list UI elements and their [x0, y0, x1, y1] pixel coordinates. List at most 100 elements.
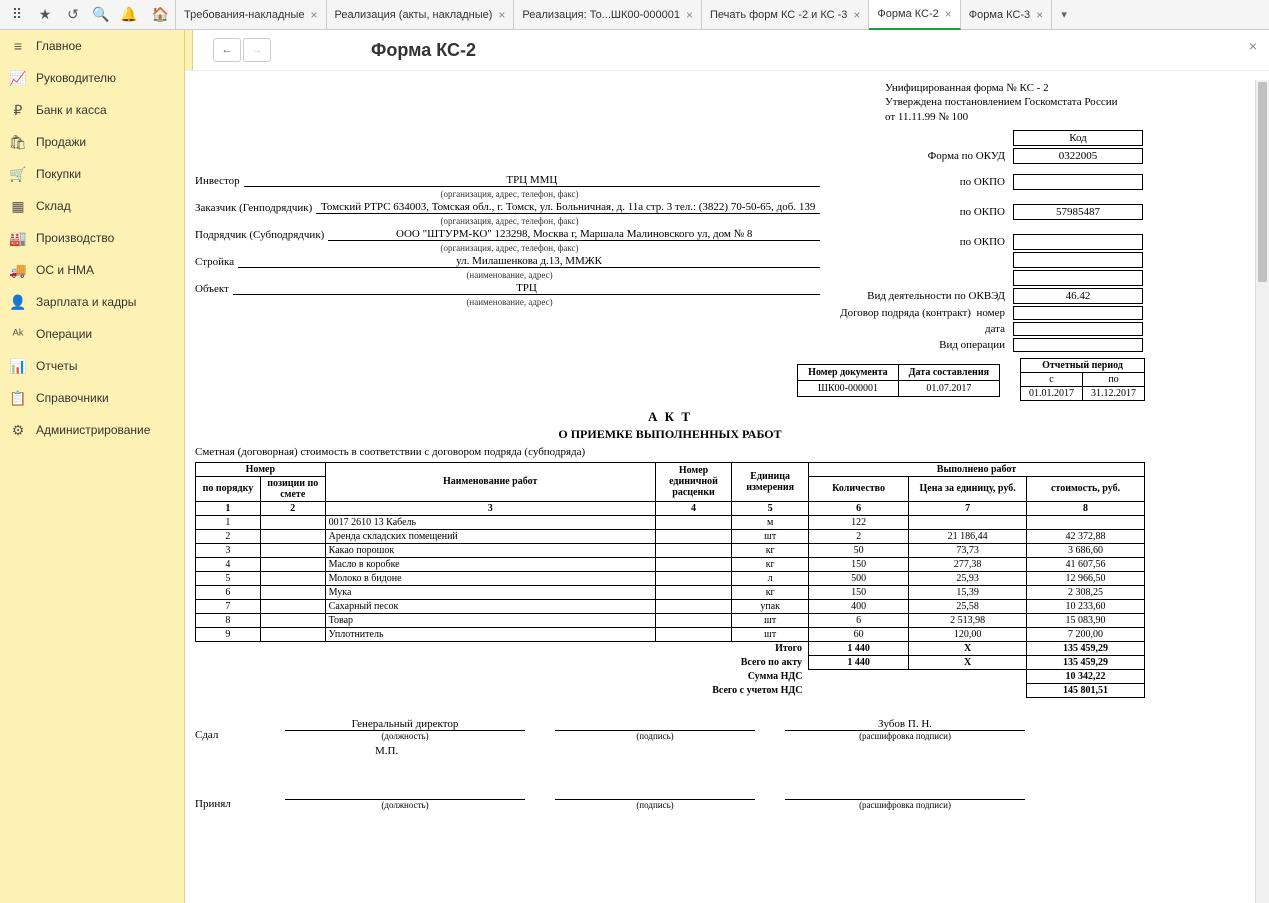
- docnum-value: ШК00-000001: [798, 380, 899, 396]
- close-icon[interactable]: ×: [853, 8, 860, 22]
- docnum-h1: Номер документа: [798, 364, 899, 380]
- search-icon[interactable]: 🔍: [88, 2, 114, 28]
- name-hint-2: (расшифровка подписи): [785, 800, 1025, 810]
- nav-forward-button[interactable]: →: [243, 38, 271, 62]
- sidebar-item-label: Производство: [36, 231, 114, 245]
- prinyal-label: Принял: [195, 798, 255, 810]
- sidebar-item-reports[interactable]: 📊 Отчеты: [0, 350, 184, 382]
- col-cost: стоимость, руб.: [1027, 476, 1145, 501]
- position-value: Генеральный директор: [285, 718, 525, 731]
- scrollbar-thumb[interactable]: [1258, 82, 1267, 282]
- apps-icon[interactable]: ⠿: [4, 2, 30, 28]
- table-row: 8Товаршт62 513,9815 083,90: [196, 613, 1145, 627]
- gear-icon: ⚙: [10, 422, 26, 438]
- sidebar-item-admin[interactable]: ⚙ Администрирование: [0, 414, 184, 446]
- contract-num: [1013, 306, 1143, 320]
- form-header-2: Утверждена постановлением Госкомстата Ро…: [885, 95, 1145, 109]
- history-icon[interactable]: ↺: [60, 2, 86, 28]
- close-icon[interactable]: ×: [945, 7, 952, 21]
- okpo-label-2: по ОКПО: [834, 204, 1011, 220]
- bars-icon: 📊: [10, 358, 26, 374]
- col-name: Наименование работ: [325, 462, 655, 501]
- object-label: Объект: [195, 283, 229, 295]
- investor-value: ТРЦ ММЦ: [244, 174, 820, 187]
- sidebar-item-manager[interactable]: 📈Руководителю: [0, 62, 184, 94]
- okpo-contractor: [1013, 234, 1143, 250]
- okpo-label-1: по ОКПО: [834, 174, 1011, 190]
- tabs-dropdown[interactable]: ▾: [1052, 0, 1076, 30]
- sidebar-item-assets[interactable]: 🚚 ОС и НМА: [0, 254, 184, 286]
- nav-back-button[interactable]: ←: [213, 38, 241, 62]
- scrollbar-vertical[interactable]: [1255, 80, 1269, 903]
- vsego-cost: 135 459,29: [1027, 655, 1145, 669]
- sidebar-item-label: ОС и НМА: [36, 263, 94, 277]
- tab-home[interactable]: 🏠: [146, 0, 176, 30]
- sidebar-item-label: Продажи: [36, 135, 86, 149]
- tab-bar: 🏠 Требования-накладные× Реализация (акты…: [146, 0, 1269, 30]
- table-row: 7Сахарный песокупак40025,5810 233,60: [196, 599, 1145, 613]
- close-icon[interactable]: ×: [311, 8, 318, 22]
- close-icon[interactable]: ×: [1036, 8, 1043, 22]
- okved-label: Вид деятельности по ОКВЭД: [834, 288, 1011, 304]
- tab-1[interactable]: Реализация (акты, накладные)×: [327, 0, 515, 30]
- table-row: 5Молоко в бидонел50025,9312 966,50: [196, 571, 1145, 585]
- period-header: Отчетный период: [1021, 358, 1145, 372]
- page-close-button[interactable]: ×: [1249, 38, 1257, 54]
- sidebar-item-warehouse[interactable]: ▦Склад: [0, 190, 184, 222]
- col-unit: Единица измерения: [732, 462, 809, 501]
- tab-5[interactable]: Форма КС-3 ×: [961, 0, 1052, 30]
- sidebar-item-production[interactable]: 🏭Производство: [0, 222, 184, 254]
- bell-icon[interactable]: 🔔: [116, 2, 142, 28]
- sidebar-item-operations[interactable]: ᴬᵏОперации: [0, 318, 184, 350]
- sidebar-item-salary[interactable]: 👤Зарплата и кадры: [0, 286, 184, 318]
- vsego-qty: 1 440: [808, 655, 908, 669]
- sidebar-item-bank[interactable]: ₽Банк и касса: [0, 94, 184, 126]
- col-done: Выполнено работ: [808, 462, 1144, 476]
- okud-label: Форма по ОКУД: [922, 148, 1011, 164]
- vsego-price: X: [909, 655, 1027, 669]
- period-from-h: с: [1021, 372, 1083, 386]
- itogo-cost: 135 459,29: [1027, 641, 1145, 655]
- sidebar-item-purchases[interactable]: 🛒Покупки: [0, 158, 184, 190]
- truck-icon: 🚚: [10, 262, 26, 278]
- object-hint: (наименование, адрес): [195, 297, 824, 307]
- yellow-strip: [185, 30, 193, 70]
- tab-4-active[interactable]: Форма КС-2×: [869, 0, 960, 30]
- close-icon[interactable]: ×: [498, 8, 505, 22]
- build-label: Стройка: [195, 256, 234, 268]
- works-table: Номер Наименование работ Номер единичной…: [195, 462, 1145, 698]
- contract-num-label: номер: [976, 307, 1005, 319]
- cart-icon: 🛒: [10, 166, 26, 182]
- tab-0[interactable]: Требования-накладные×: [176, 0, 327, 30]
- sidebar-item-label: Справочники: [36, 391, 109, 405]
- withnds-cost: 145 801,51: [1027, 683, 1145, 697]
- sidebar-item-label: Отчеты: [36, 359, 77, 373]
- tab-3[interactable]: Печать форм КС -2 и КС -3×: [702, 0, 869, 30]
- vsego-label: Всего по акту: [196, 655, 809, 669]
- okpo-customer: 57985487: [1013, 204, 1143, 220]
- sidebar-item-catalogs[interactable]: 📋Справочники: [0, 382, 184, 414]
- grid-icon: ▦: [10, 198, 26, 214]
- tab-2[interactable]: Реализация: То...ШК00-000001 ×: [514, 0, 702, 30]
- tab-label: Реализация: То...ШК00-000001: [522, 9, 680, 21]
- chart-icon: 📈: [10, 70, 26, 86]
- star-icon[interactable]: ★: [32, 2, 58, 28]
- top-toolbar: ⠿ ★ ↺ 🔍 🔔 🏠 Требования-накладные× Реализ…: [0, 0, 1269, 30]
- col-order: по порядку: [196, 476, 261, 501]
- contract-date: [1013, 322, 1143, 336]
- table-row: 10017 2610 13 Кабельм122: [196, 515, 1145, 529]
- sidebar-item-sales[interactable]: 🛍 Продажи: [0, 126, 184, 158]
- sidebar: ≡Главное 📈Руководителю ₽Банк и касса 🛍 Пр…: [0, 30, 185, 903]
- bag-icon: 🛍: [10, 134, 26, 150]
- sidebar-item-label: Администрирование: [36, 423, 150, 437]
- page-title: Форма КС-2: [371, 40, 476, 61]
- itogo-label: Итого: [196, 641, 809, 655]
- nds-cost: 10 342,22: [1027, 669, 1145, 683]
- close-icon[interactable]: ×: [686, 8, 693, 22]
- tab-label: Форма КС-3: [969, 9, 1030, 21]
- period-to-h: по: [1083, 372, 1145, 386]
- org-hint-2: (организация, адрес, телефон, факс): [195, 216, 824, 226]
- sidebar-item-main[interactable]: ≡Главное: [0, 30, 184, 62]
- col-pos: позиции по смете: [260, 476, 325, 501]
- table-row: 2Аренда складских помещенийшт221 186,444…: [196, 529, 1145, 543]
